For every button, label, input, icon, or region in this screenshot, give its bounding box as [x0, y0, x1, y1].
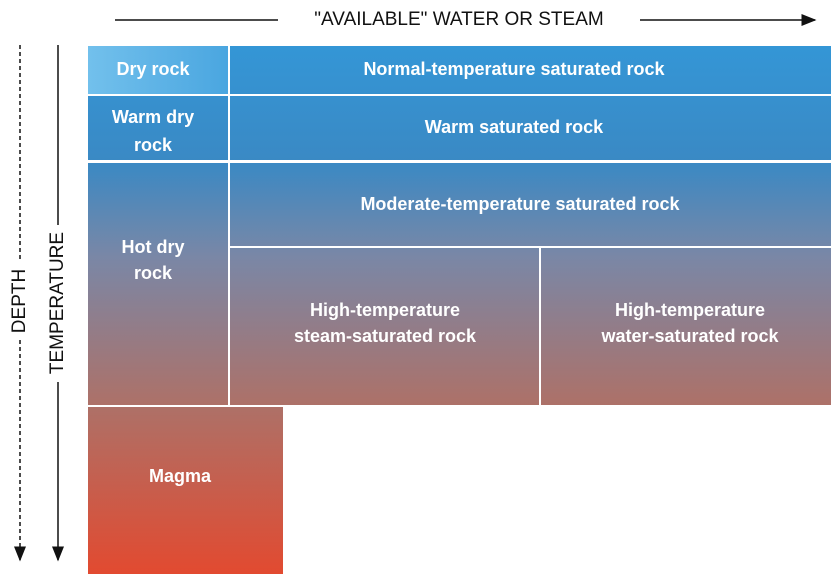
cell [541, 248, 831, 405]
cell-label: Dry rock [116, 59, 190, 79]
cell-label: High-temperature [310, 300, 460, 320]
axis-label: TEMPERATURE [47, 232, 68, 374]
cell-label: rock [134, 135, 173, 155]
axis-label: "AVAILABLE" WATER OR STEAM [314, 9, 603, 30]
cell-label: Normal-temperature saturated rock [363, 59, 665, 79]
cell-label: rock [134, 263, 173, 283]
axis-label: DEPTH [9, 269, 30, 333]
cell-label: Warm dry [112, 107, 194, 127]
cell-label: Hot dry [122, 237, 185, 257]
cell [88, 163, 228, 405]
cell [88, 46, 228, 94]
cell-label: High-temperature [615, 300, 765, 320]
cell [230, 96, 831, 160]
cell-label: steam-saturated rock [294, 326, 477, 346]
cell [230, 163, 831, 246]
cell [230, 46, 831, 94]
cell-label: Magma [149, 466, 212, 486]
cell-label: Warm saturated rock [425, 117, 604, 137]
cell-label: water-saturated rock [600, 326, 779, 346]
cell-label: Moderate-temperature saturated rock [360, 194, 680, 214]
cells [88, 46, 831, 574]
cell [230, 248, 539, 405]
cell [88, 96, 228, 160]
cell [88, 407, 283, 574]
